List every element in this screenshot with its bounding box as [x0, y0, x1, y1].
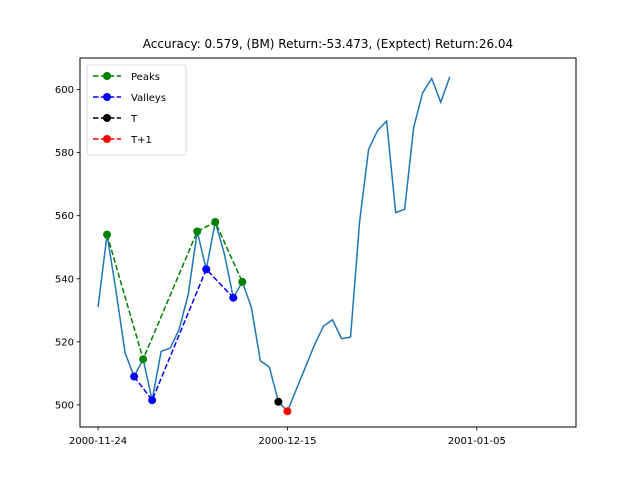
x-tick-label: 2000-11-24: [69, 436, 127, 447]
valleys-point: [148, 396, 157, 405]
axes: 500 520 540 560 580 600 2000-11-24 2000-12-15 20…: [55, 85, 506, 447]
y-tick-label: 560: [55, 211, 74, 222]
peaks-point: [103, 230, 112, 239]
valleys-point: [130, 372, 139, 381]
peaks-point: [238, 277, 247, 286]
t-1-point: [283, 407, 292, 416]
peaks-point: [211, 218, 220, 226]
peaks-line: [106, 220, 244, 362]
legend-peaks-label: Peaks: [131, 72, 160, 83]
peaks-point: [193, 227, 202, 236]
x-tick-label: 2001-01-05: [448, 436, 506, 447]
legend-peaks-marker: [103, 72, 111, 80]
t-point: [274, 397, 283, 406]
y-tick-label: 540: [55, 274, 74, 285]
y-tick-label: 580: [55, 148, 74, 159]
y-tick-label: 600: [55, 85, 74, 96]
valleys-line: [133, 267, 234, 402]
peaks-point: [139, 355, 148, 364]
legend-t-1-marker: [103, 135, 111, 143]
legend-t-label: T: [130, 114, 138, 125]
legend-box: [86, 64, 187, 156]
plot-frame: [79, 57, 577, 428]
chart-title: Accuracy: 0.579, (BM) Return:-53.473, (E…: [143, 37, 513, 51]
legend-t-1-label: T+1: [130, 135, 152, 146]
y-tick-label: 500: [55, 400, 74, 411]
legend-valleys-label: Valleys: [131, 93, 166, 104]
legend-t-marker: [103, 114, 111, 122]
legend: Peaks Valleys T T+1: [86, 64, 187, 156]
valleys-point: [202, 265, 211, 274]
plot-area: [97, 76, 451, 416]
legend-valleys-marker: [103, 93, 111, 101]
valleys-point: [229, 293, 238, 302]
y-tick-label: 520: [55, 337, 74, 348]
price-line: [97, 76, 451, 413]
x-tick-label: 2000-12-15: [258, 436, 316, 447]
